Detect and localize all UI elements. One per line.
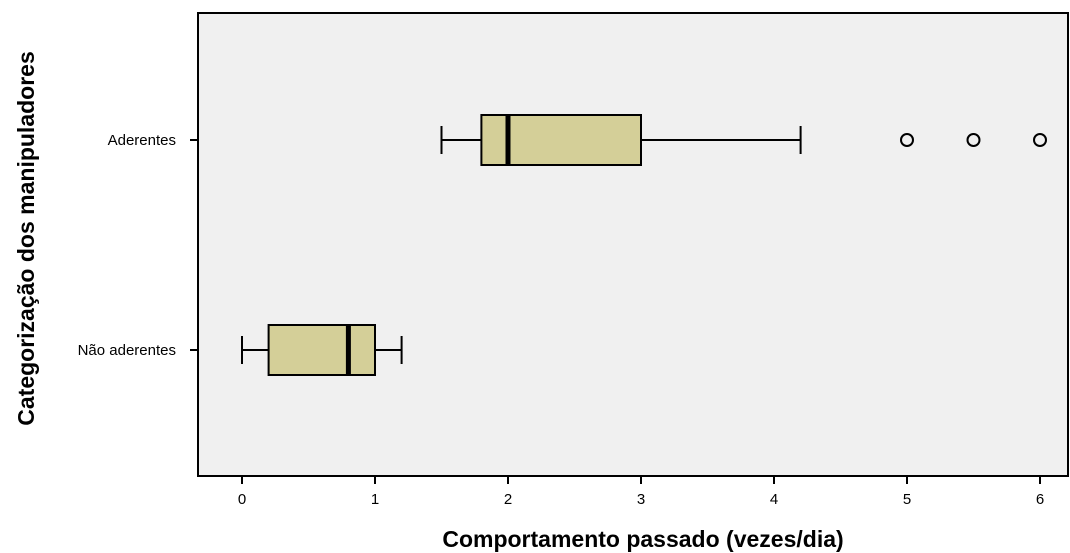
- x-tick-label: 6: [1036, 491, 1044, 508]
- x-tick-label: 4: [770, 491, 778, 508]
- boxes-layer: [241, 114, 1047, 376]
- outlier-point: [966, 133, 981, 147]
- x-axis-title: Comportamento passado (vezes/dia): [442, 526, 843, 552]
- x-tick-label: 1: [371, 491, 379, 508]
- x-tick-label: 3: [637, 491, 645, 508]
- y-axis-title: Categorização dos manipuladores: [13, 51, 39, 425]
- y-tick-label: Não aderentes: [78, 342, 176, 359]
- y-tick-label: Aderentes: [108, 132, 176, 149]
- x-tick-label: 0: [238, 491, 246, 508]
- plot-area: [197, 12, 1069, 477]
- x-tick-label: 2: [504, 491, 512, 508]
- y-axis: Aderentes Não aderentes: [78, 132, 198, 359]
- outlier-point: [1033, 133, 1047, 147]
- box: [480, 114, 642, 166]
- x-axis: 0 1 2 3 4 5 6: [238, 476, 1044, 508]
- outlier-point: [900, 133, 914, 147]
- x-tick-label: 5: [903, 491, 911, 508]
- box: [267, 324, 377, 376]
